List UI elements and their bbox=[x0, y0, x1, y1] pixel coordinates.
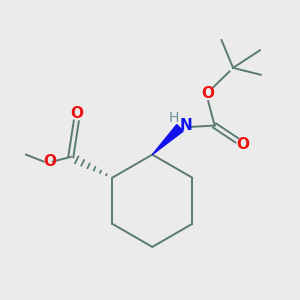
Text: O: O bbox=[237, 137, 250, 152]
Text: O: O bbox=[44, 154, 56, 169]
Polygon shape bbox=[152, 124, 183, 154]
Text: O: O bbox=[201, 86, 214, 101]
Text: N: N bbox=[180, 118, 193, 133]
Text: H: H bbox=[168, 111, 179, 125]
Text: O: O bbox=[70, 106, 83, 121]
